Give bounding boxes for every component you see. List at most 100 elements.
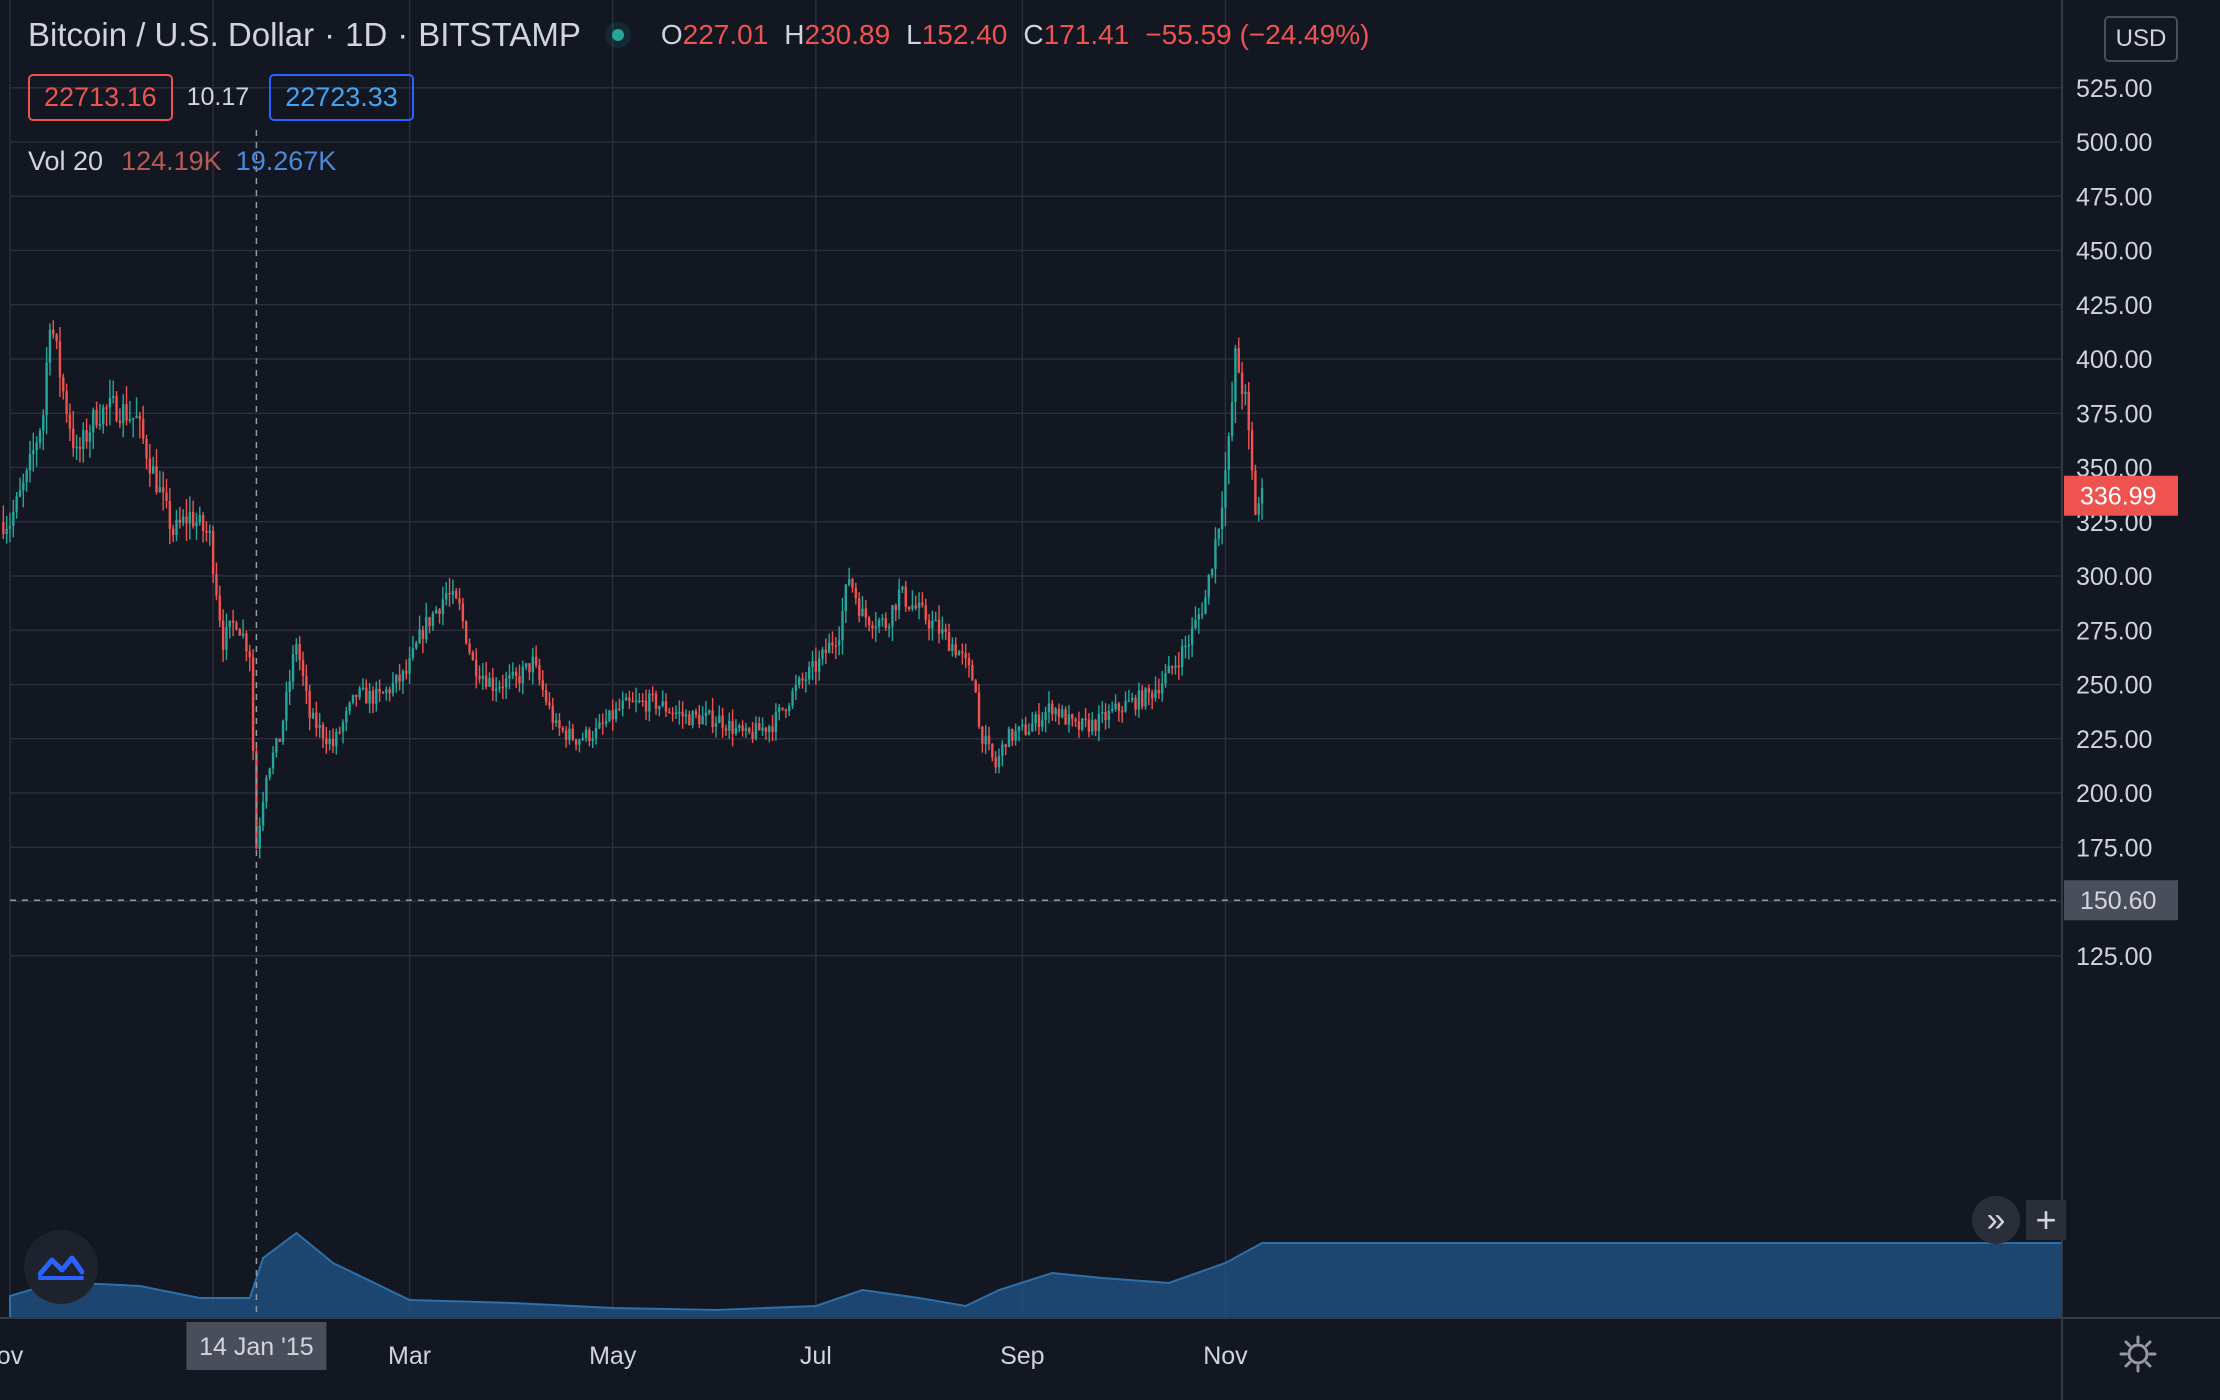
candle [827,633,831,654]
candle [92,407,95,449]
candle [371,686,375,714]
candle [265,774,268,809]
candle [508,664,511,689]
candle [132,417,135,438]
candle [1197,608,1200,634]
candle [285,681,288,731]
separator: · [397,16,409,53]
candle [1124,691,1127,713]
candle [251,649,255,761]
candle [351,694,355,705]
candle [225,613,228,660]
x-tick-label: Nov [1203,1342,1248,1370]
candle [468,638,471,656]
candle [664,693,668,717]
candle [668,707,671,714]
y-tick-label: 175.00 [2076,834,2152,862]
scroll-to-realtime-icon[interactable]: » [1972,1196,2020,1244]
candle [148,443,152,487]
candle [1104,703,1107,730]
candle [498,680,501,693]
candle [1101,701,1104,724]
candle [408,646,411,684]
currency-button[interactable]: USD [2104,16,2178,62]
candle [941,616,944,640]
candle [65,383,68,423]
candle [1097,705,1101,742]
candle [201,512,205,543]
symbol-name: Bitcoin / U.S. Dollar [28,16,315,53]
candle [308,684,311,731]
candle [1117,701,1121,722]
candle [1207,573,1210,605]
candle [95,401,98,429]
candle [22,473,25,508]
candle [441,586,445,626]
candle [1174,655,1177,675]
candle [794,674,798,701]
candle [388,686,391,702]
candle [1167,656,1171,674]
candle [1034,711,1037,732]
candle [1200,602,1204,620]
candle [841,597,844,655]
candle [771,714,774,742]
tradingview-logo-icon[interactable] [24,1230,98,1304]
candle [12,499,15,538]
market-status-icon[interactable] [604,22,631,48]
candle [405,659,408,680]
candle [788,702,791,717]
candle [1184,635,1187,659]
candle [1001,740,1004,767]
candle [248,644,251,672]
candle [1131,692,1134,703]
candle [504,671,508,700]
candle [288,669,291,706]
candle [798,675,801,689]
candle [734,719,738,736]
candle [158,470,162,493]
gear-icon[interactable] [2118,1334,2158,1374]
candle [784,708,788,718]
sell-button[interactable]: 22713.16 [28,74,173,121]
candle [571,723,574,742]
x-tick-label: Jul [800,1342,832,1370]
candle [181,509,185,527]
candle [1024,716,1027,736]
candle [315,701,318,737]
candle [484,661,488,690]
candle [834,637,838,660]
candle [1154,676,1157,702]
candle [428,616,431,634]
candle [568,720,571,745]
candle [694,708,698,719]
candle [1064,706,1067,726]
candle [1121,705,1124,723]
candle [108,379,112,426]
candle [1051,699,1054,721]
candle [381,691,385,694]
candle [445,582,448,606]
ohlc-open: O227.01 [660,19,769,50]
candle [241,619,245,639]
y-tick-label: 425.00 [2076,292,2152,320]
candle [295,638,298,662]
candle [478,665,481,684]
candle [1054,706,1057,722]
candle [331,728,335,754]
candle [1220,491,1224,545]
candle [228,620,231,639]
symbol-legend[interactable]: Bitcoin / U.S. Dollar · 1D · BITSTAMP O2… [28,16,1385,54]
volume-legend[interactable]: Vol 20 124.19K 19.267K [28,146,336,177]
candle [1137,682,1141,718]
candle [944,623,947,640]
candle [1134,694,1137,716]
candle [1127,689,1131,702]
buy-button[interactable]: 22723.33 [269,74,414,121]
candle [971,659,974,681]
add-order-plus-icon[interactable]: + [2026,1199,2066,1240]
y-tick-label: 475.00 [2076,183,2152,211]
candle [894,603,897,622]
volume-value-1: 124.19K [121,146,222,176]
